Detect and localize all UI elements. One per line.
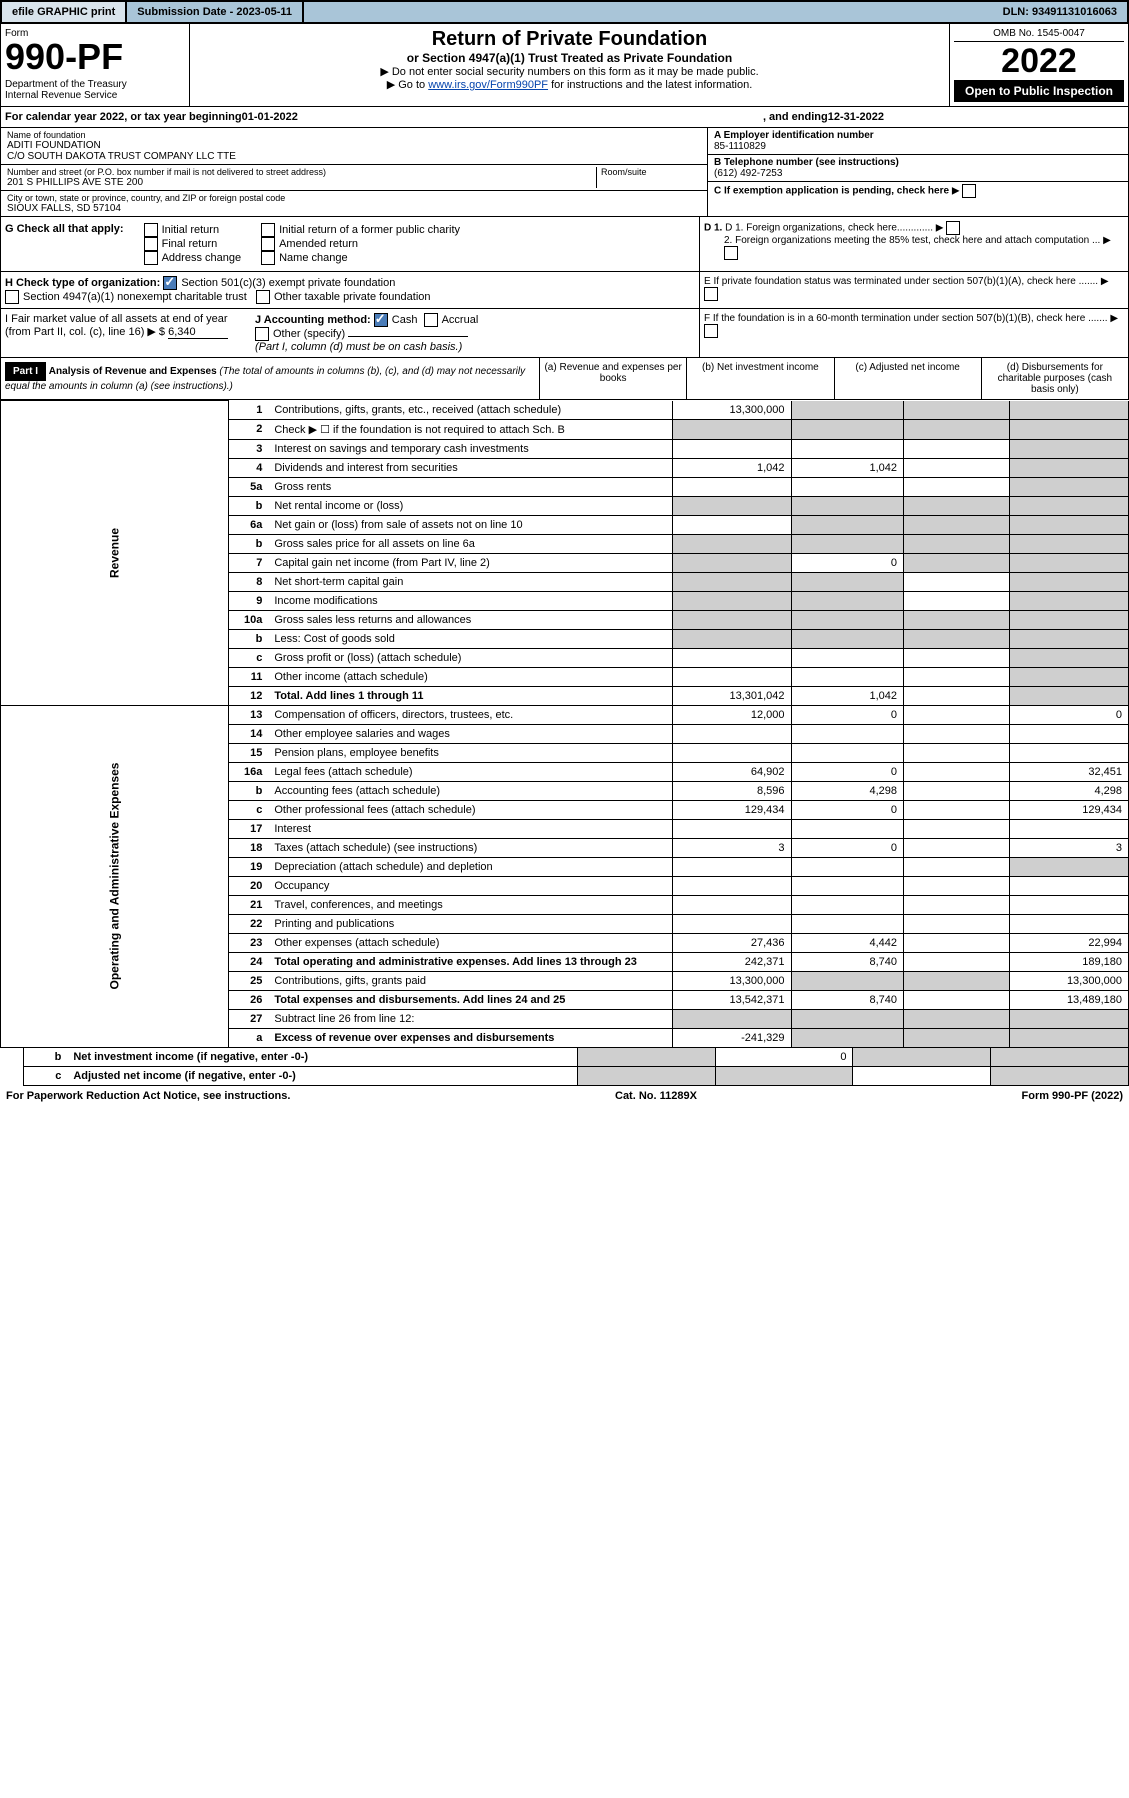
form-subtitle: or Section 4947(a)(1) Trust Treated as P… — [194, 51, 945, 65]
h-label: H Check type of organization: — [5, 277, 160, 289]
ein-value: 85-1110829 — [714, 141, 1122, 152]
part1-header-row: Part I Analysis of Revenue and Expenses … — [0, 358, 1129, 400]
phone-label: B Telephone number (see instructions) — [714, 157, 1122, 168]
part1-title: Analysis of Revenue and Expenses — [49, 366, 217, 377]
d1-label: D 1. D 1. Foreign organizations, check h… — [704, 221, 1124, 235]
d2-label: 2. Foreign organizations meeting the 85%… — [704, 235, 1124, 260]
c-checkbox[interactable] — [962, 184, 976, 198]
page-footer: For Paperwork Reduction Act Notice, see … — [0, 1086, 1129, 1106]
address-change-label: Address change — [162, 252, 242, 264]
other-taxable-checkbox[interactable] — [256, 290, 270, 304]
form990pf-link[interactable]: www.irs.gov/Form990PF — [428, 79, 548, 91]
submission-date: Submission Date - 2023-05-11 — [127, 2, 304, 22]
form-header: Form 990-PF Department of the TreasuryIn… — [0, 24, 1129, 107]
final-return-label: Final return — [162, 238, 218, 250]
accrual-checkbox[interactable] — [424, 313, 438, 327]
form-title: Return of Private Foundation — [194, 28, 945, 51]
g-label: G Check all that apply: — [5, 223, 124, 265]
c-label: C If exemption application is pending, c… — [714, 186, 949, 197]
efile-print-button[interactable]: efile GRAPHIC print — [2, 2, 127, 22]
j-note: (Part I, column (d) must be on cash basi… — [255, 341, 462, 353]
cash-label: Cash — [392, 314, 418, 326]
d2-checkbox[interactable] — [724, 246, 738, 260]
col-c-header: (c) Adjusted net income — [835, 358, 982, 399]
open-inspection-badge: Open to Public Inspection — [954, 80, 1124, 102]
f-label: F If the foundation is in a 60-month ter… — [704, 313, 1124, 338]
form-note2: ▶ Go to www.irs.gov/Form990PF for instru… — [194, 78, 945, 91]
form-number: 990-PF — [5, 39, 185, 75]
initial-public-checkbox[interactable] — [261, 223, 275, 237]
address-change-checkbox[interactable] — [144, 251, 158, 265]
4947-checkbox[interactable] — [5, 290, 19, 304]
expenses-sidelabel: Operating and Administrative Expenses — [1, 705, 229, 1047]
e-checkbox[interactable] — [704, 287, 718, 301]
j-label: J Accounting method: — [255, 314, 371, 326]
initial-return-label: Initial return — [162, 224, 219, 236]
501c3-label: Section 501(c)(3) exempt private foundat… — [181, 277, 395, 289]
f-checkbox[interactable] — [704, 324, 718, 338]
foundation-name-label: Name of foundation — [7, 130, 701, 140]
cash-checkbox[interactable] — [374, 313, 388, 327]
ein-label: A Employer identification number — [714, 130, 1122, 141]
line27bc: bNet investment income (if negative, ent… — [0, 1048, 1129, 1086]
section-g-d: G Check all that apply: Initial return F… — [0, 217, 1129, 272]
other-taxable-label: Other taxable private foundation — [274, 291, 431, 303]
i-value: 6,340 — [168, 326, 228, 339]
final-return-checkbox[interactable] — [144, 237, 158, 251]
topbar: efile GRAPHIC print Submission Date - 20… — [0, 0, 1129, 24]
part1-badge: Part I — [5, 362, 46, 381]
name-change-checkbox[interactable] — [261, 251, 275, 265]
room-label: Room/suite — [601, 167, 701, 177]
other-method-checkbox[interactable] — [255, 327, 269, 341]
phone-value: (612) 492-7253 — [714, 168, 1122, 179]
accrual-label: Accrual — [442, 314, 479, 326]
street-address: 201 S PHILLIPS AVE STE 200 — [7, 177, 596, 188]
dln: DLN: 93491131016063 — [993, 2, 1127, 22]
tax-year: 2022 — [954, 44, 1124, 78]
other-method-label: Other (specify) — [273, 328, 345, 340]
calendar-year-line: For calendar year 2022, or tax year begi… — [0, 107, 1129, 128]
amended-label: Amended return — [279, 238, 358, 250]
section-i-j-f: I Fair market value of all assets at end… — [0, 309, 1129, 358]
col-d-header: (d) Disbursements for charitable purpose… — [982, 358, 1128, 399]
dept: Department of the TreasuryInternal Reven… — [5, 79, 185, 101]
section-h-e: H Check type of organization: Section 50… — [0, 272, 1129, 309]
footer-right: Form 990-PF (2022) — [1022, 1090, 1123, 1102]
revenue-sidelabel: Revenue — [1, 401, 229, 706]
initial-public-label: Initial return of a former public charit… — [279, 224, 460, 236]
col-b-header: (b) Net investment income — [687, 358, 834, 399]
initial-return-checkbox[interactable] — [144, 223, 158, 237]
foundation-name: ADITI FOUNDATIONC/O SOUTH DAKOTA TRUST C… — [7, 140, 701, 162]
part1-table: Revenue 1Contributions, gifts, grants, e… — [0, 400, 1129, 1048]
city-label: City or town, state or province, country… — [7, 193, 701, 203]
city-value: SIOUX FALLS, SD 57104 — [7, 203, 701, 214]
street-label: Number and street (or P.O. box number if… — [7, 167, 596, 177]
d1-checkbox[interactable] — [946, 221, 960, 235]
entity-block: Name of foundation ADITI FOUNDATIONC/O S… — [0, 128, 1129, 217]
501c3-checkbox[interactable] — [163, 276, 177, 290]
col-a-header: (a) Revenue and expenses per books — [540, 358, 687, 399]
amended-checkbox[interactable] — [261, 237, 275, 251]
form-note1: ▶ Do not enter social security numbers o… — [194, 65, 945, 78]
footer-left: For Paperwork Reduction Act Notice, see … — [6, 1090, 290, 1102]
name-change-label: Name change — [279, 252, 348, 264]
e-label: E If private foundation status was termi… — [704, 276, 1124, 301]
footer-mid: Cat. No. 11289X — [615, 1090, 697, 1102]
4947-label: Section 4947(a)(1) nonexempt charitable … — [23, 291, 247, 303]
omb-number: OMB No. 1545-0047 — [954, 28, 1124, 42]
